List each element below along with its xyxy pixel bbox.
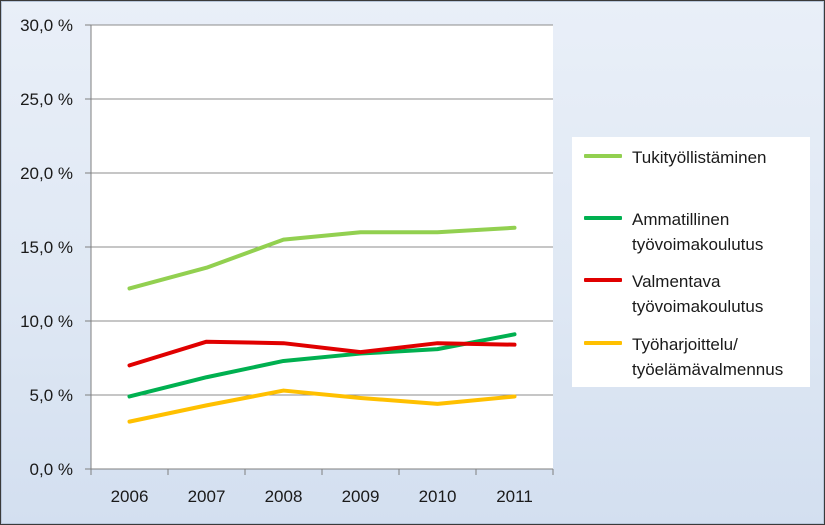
legend-swatch [584, 154, 622, 158]
legend-swatch [584, 278, 622, 282]
y-tick-label: 5,0 % [30, 386, 73, 405]
x-tick-label: 2009 [342, 487, 380, 506]
series-line-1 [127, 332, 517, 399]
legend-label-line: Työharjoittelu/ [632, 335, 738, 354]
series-lines [127, 225, 517, 424]
x-tick-label: 2008 [265, 487, 303, 506]
legend-label: Valmentava työvoimakoulutus [632, 269, 807, 319]
legend-swatch [584, 216, 622, 220]
legend: Tukityöllistäminen Ammatillinen työvoima… [572, 137, 810, 387]
legend-item-tyoharjoittelu: Työharjoittelu/ työelämävalmennus [584, 332, 807, 382]
x-tick-label: 2006 [111, 487, 149, 506]
legend-item-valmentava: Valmentava työvoimakoulutus [584, 269, 807, 319]
y-tick-label: 20,0 % [20, 164, 73, 183]
x-tick-label: 2007 [188, 487, 226, 506]
legend-label-line: Ammatillinen [632, 210, 730, 229]
legend-label-line: Tukityöllistäminen [632, 148, 767, 167]
legend-label-line: Valmentava [632, 272, 721, 291]
series-line-0 [127, 225, 517, 291]
y-tick-label: 0,0 % [30, 460, 73, 479]
legend-swatch [584, 341, 622, 345]
y-tick-label: 10,0 % [20, 312, 73, 331]
x-tick-label: 2011 [496, 487, 533, 506]
y-tick-label: 15,0 % [20, 238, 73, 257]
y-tick-label: 30,0 % [20, 16, 73, 35]
axes: 0,0 % 5,0 % 10,0 % 15,0 % 20,0 % 25,0 % 30,0 %… [20, 16, 554, 506]
series-line-3 [127, 388, 517, 424]
series-line-2 [127, 339, 517, 368]
legend-item-tukityollistaminen: Tukityöllistäminen [584, 145, 807, 170]
legend-label: Tukityöllistäminen [632, 145, 807, 170]
legend-label-line: työvoimakoulutus [632, 235, 764, 254]
legend-label-line: työelämävalmennus [632, 360, 784, 379]
legend-label: Työharjoittelu/ työelämävalmennus [632, 332, 807, 382]
legend-label-line: työvoimakoulutus [632, 297, 764, 316]
legend-item-ammatillinen: Ammatillinen työvoimakoulutus [584, 207, 807, 257]
legend-label: Ammatillinen työvoimakoulutus [632, 207, 807, 257]
x-tick-label: 2010 [419, 487, 457, 506]
y-tick-label: 25,0 % [20, 90, 73, 109]
gridlines [91, 24, 553, 396]
